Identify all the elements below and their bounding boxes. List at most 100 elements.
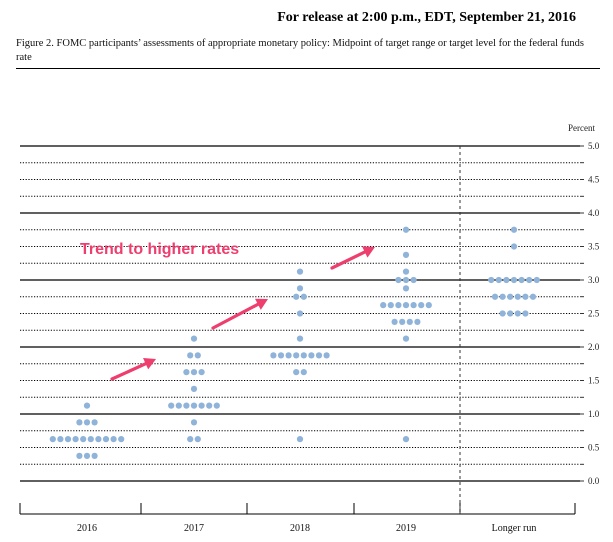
dot-point xyxy=(495,276,502,284)
x-category-label: 2016 xyxy=(77,523,97,534)
dot-point xyxy=(183,402,190,409)
dot-point xyxy=(190,335,198,342)
dot-point xyxy=(76,419,83,426)
y-tick-label: 0.0 xyxy=(588,476,600,486)
y-tick-label: 5.0 xyxy=(588,141,600,151)
dot-point xyxy=(395,302,402,309)
dot-point xyxy=(296,268,304,275)
dot-point xyxy=(57,436,64,443)
dot-point xyxy=(499,310,506,317)
dot-point xyxy=(380,302,387,309)
dot-point xyxy=(510,276,518,284)
trend-arrow xyxy=(330,246,375,270)
dot-point xyxy=(76,452,83,459)
caption-divider xyxy=(16,68,600,69)
dot-point xyxy=(300,352,307,359)
dot-point xyxy=(391,318,398,325)
dot-point xyxy=(80,436,87,443)
dot-point xyxy=(414,318,421,325)
y-tick-label: 3.0 xyxy=(588,275,600,285)
dot-point xyxy=(410,276,417,284)
dot-point xyxy=(514,293,521,300)
dot-point xyxy=(198,402,205,409)
dot-point xyxy=(190,402,198,409)
dot-point xyxy=(194,436,201,443)
x-category-label: Longer run xyxy=(492,523,537,534)
dot-point xyxy=(529,293,537,300)
dot-point xyxy=(526,276,533,284)
dot-point xyxy=(507,310,514,317)
dot-point xyxy=(323,352,330,359)
dot-point xyxy=(402,251,410,258)
dot-point xyxy=(308,352,315,359)
dot-point xyxy=(491,293,499,300)
dot-point xyxy=(91,452,98,459)
y-tick-label: 0.5 xyxy=(588,443,600,453)
y-tick-label: 2.0 xyxy=(588,342,600,352)
dot-point xyxy=(518,276,525,284)
dot-point xyxy=(510,226,518,233)
dot-point xyxy=(198,369,205,376)
release-line: For release at 2:00 p.m., EDT, September… xyxy=(277,10,576,25)
dot-point xyxy=(102,436,110,443)
dot-point xyxy=(190,385,198,392)
dot-point xyxy=(270,352,277,359)
figure-caption: Figure 2. FOMC participants’ assessments… xyxy=(16,38,585,63)
dot-point xyxy=(64,436,72,443)
dot-point xyxy=(402,335,410,342)
dot-point xyxy=(293,352,300,359)
dot-point xyxy=(399,318,406,325)
dot-point xyxy=(91,419,98,426)
dot-point xyxy=(315,352,323,359)
dot-point xyxy=(402,268,410,275)
dot-point xyxy=(296,436,304,443)
grid-lines xyxy=(20,145,580,482)
trend-arrows xyxy=(110,246,375,381)
y-axis-label: Percent xyxy=(568,123,595,133)
dot-point xyxy=(118,436,125,443)
dot-point xyxy=(213,402,220,409)
dot-point xyxy=(514,310,521,317)
dot-point xyxy=(49,436,56,443)
dot-point xyxy=(190,369,198,376)
dot-point xyxy=(285,352,292,359)
dot-point xyxy=(402,302,410,309)
y-tick-label: 1.5 xyxy=(588,376,600,386)
dot-point xyxy=(187,352,194,359)
dot-point xyxy=(277,352,285,359)
dot-point xyxy=(296,335,304,342)
dot-point xyxy=(488,276,495,284)
dot-point xyxy=(190,419,198,426)
dot-point xyxy=(402,436,410,443)
dot-point xyxy=(425,302,432,309)
dot-point xyxy=(533,276,540,284)
dot-point xyxy=(296,285,304,292)
trend-arrow xyxy=(110,358,156,381)
x-category-label: 2019 xyxy=(396,523,416,534)
trend-arrow xyxy=(211,298,268,330)
dot-point xyxy=(507,293,514,300)
dot-point xyxy=(110,436,117,443)
dot-point xyxy=(296,310,304,317)
dot-point xyxy=(168,402,175,409)
dot-point xyxy=(187,436,194,443)
dot-point xyxy=(510,243,518,250)
x-category-label: 2017 xyxy=(184,523,204,534)
x-category-label: 2018 xyxy=(290,523,310,534)
y-axis-ticks: 0.0 0.5 1.0 1.5 2.0 2.5 3.0 3.5 4.0 4.5 5.0 xyxy=(580,141,600,486)
dot-point xyxy=(293,369,300,376)
dot-point xyxy=(87,436,94,443)
dot-point xyxy=(402,276,410,284)
x-axis: 2016 2017 2018 2019 Longer run xyxy=(19,146,576,534)
dot-point xyxy=(83,419,91,426)
trend-annotation: Trend to higher rates xyxy=(80,241,239,258)
dot-point xyxy=(175,402,182,409)
dot-point xyxy=(387,302,394,309)
dot-point xyxy=(402,226,410,233)
dot-point xyxy=(83,452,91,459)
dot-point xyxy=(95,436,102,443)
dot-point xyxy=(293,293,300,300)
y-tick-label: 2.5 xyxy=(588,309,600,319)
dot-point xyxy=(300,369,307,376)
